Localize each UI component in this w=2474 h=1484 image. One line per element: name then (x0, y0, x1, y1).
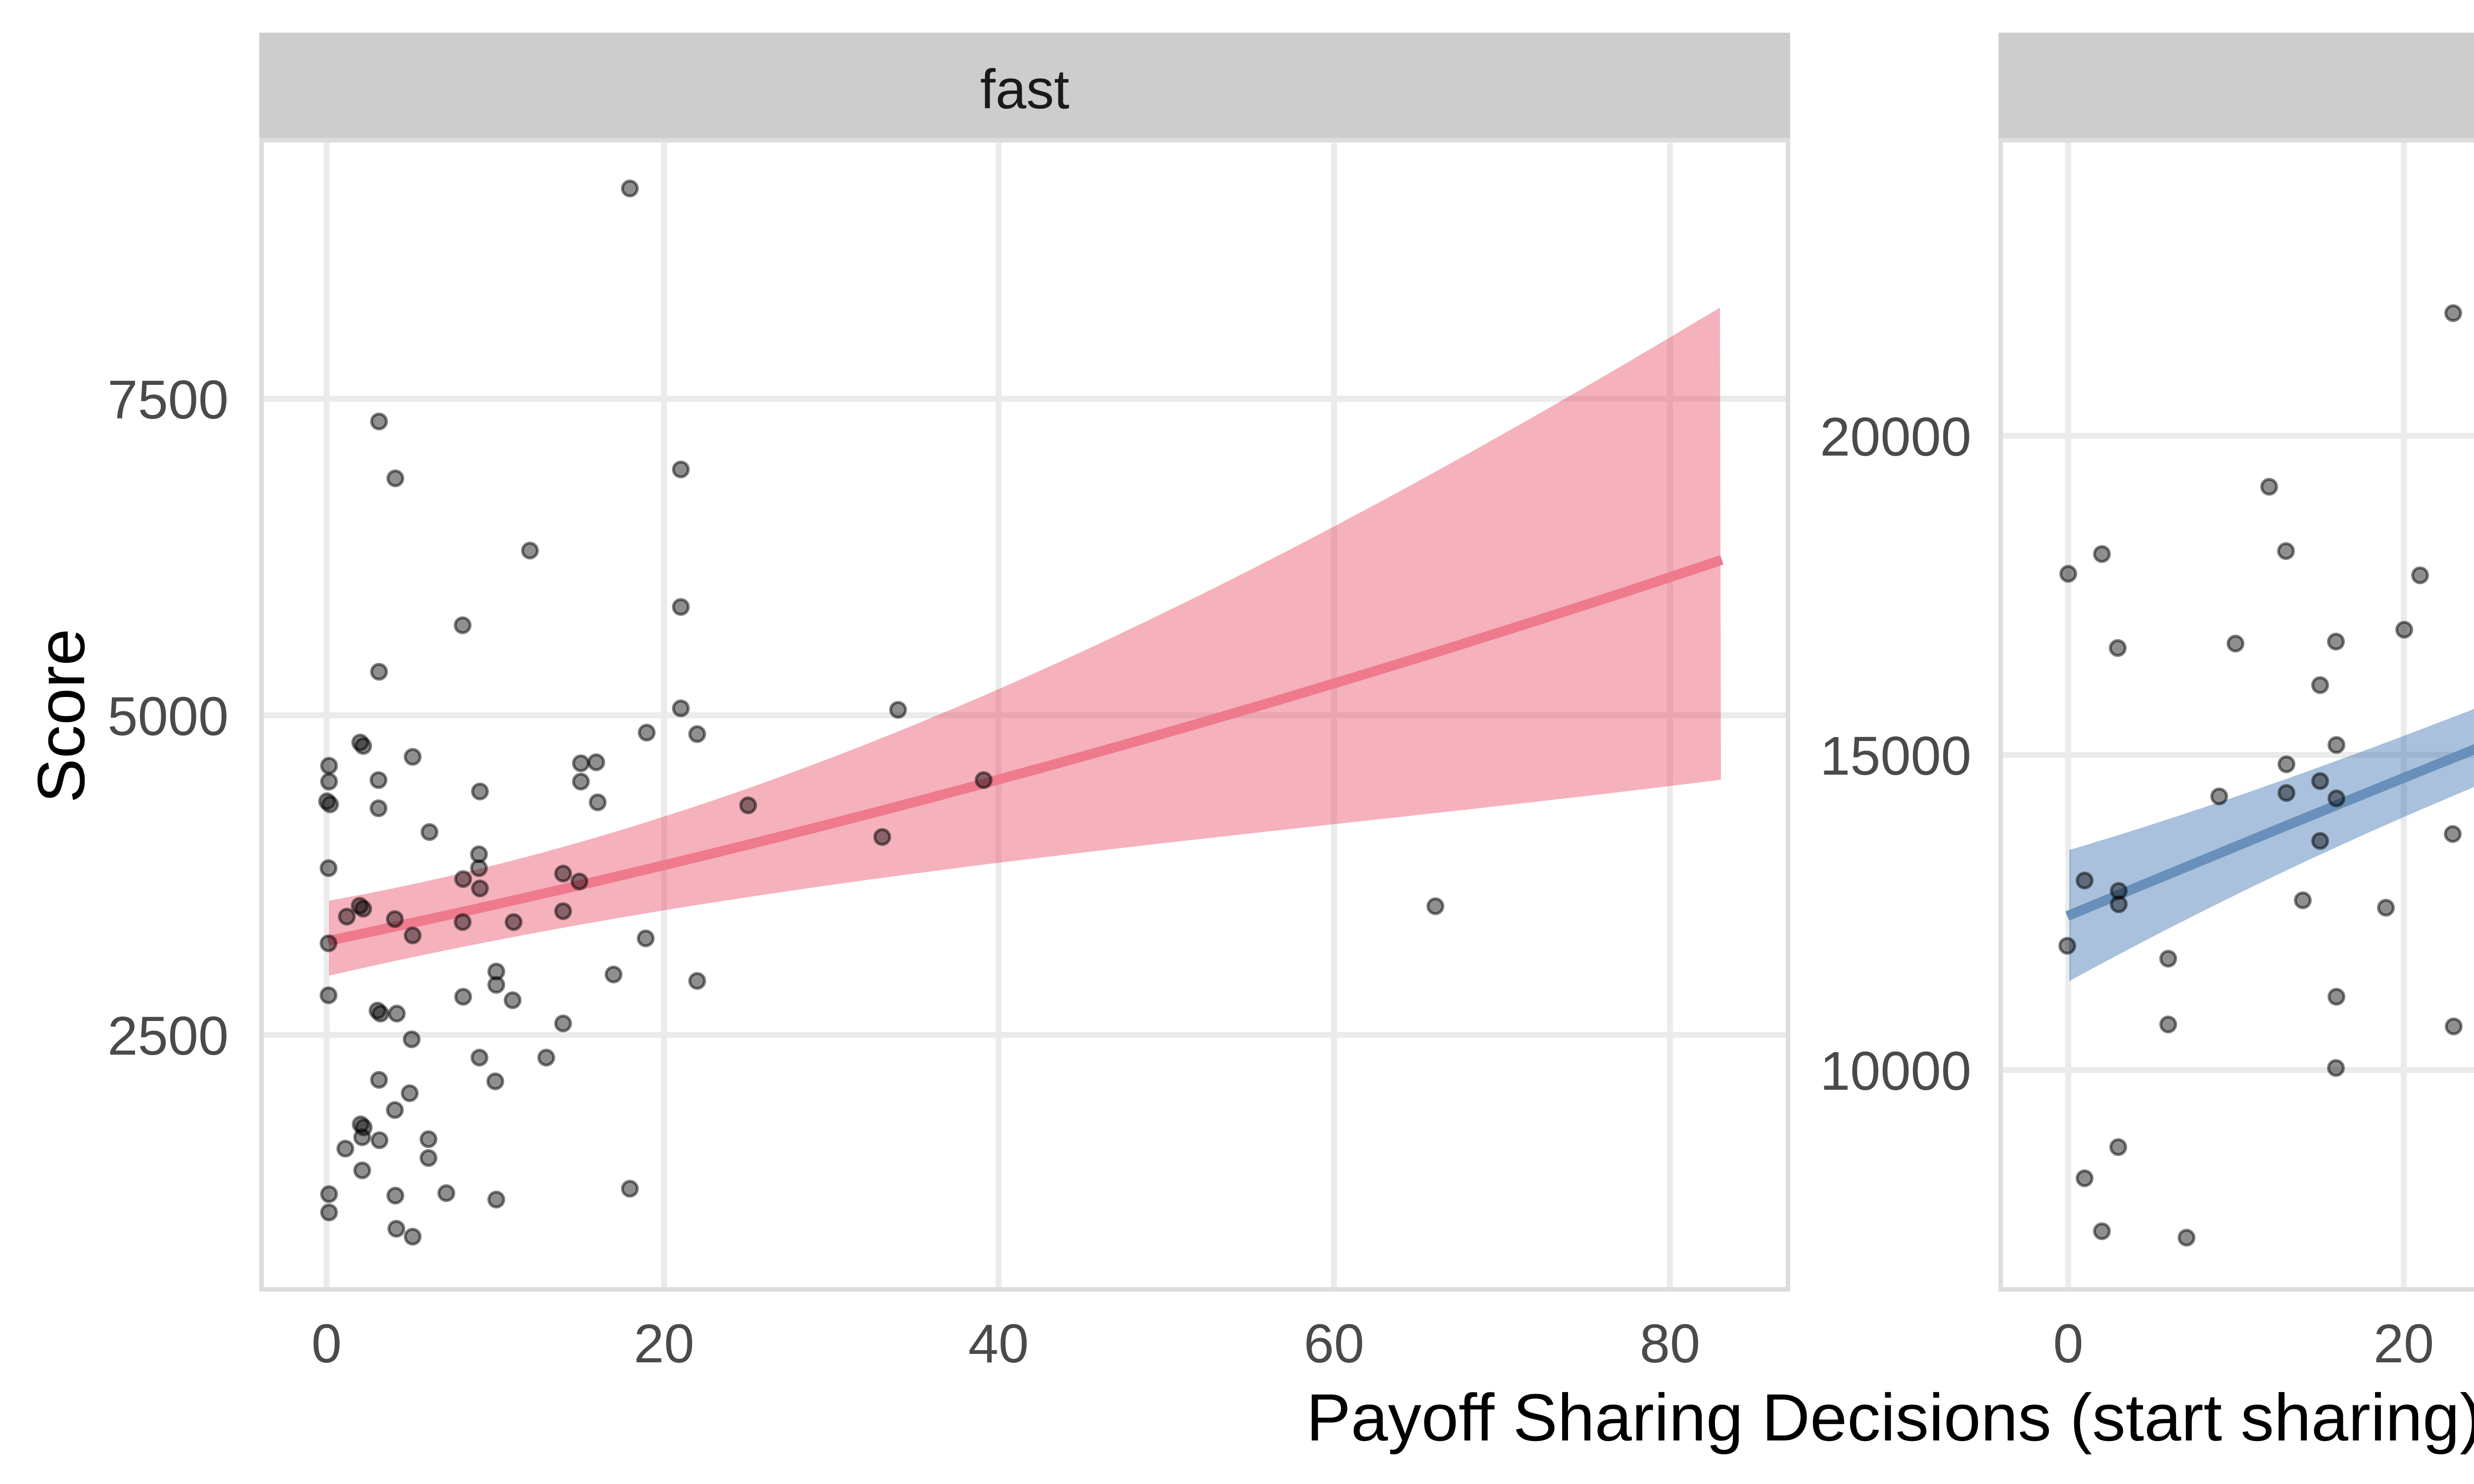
svg-text:10000: 10000 (1820, 1041, 1971, 1102)
svg-text:2500: 2500 (107, 1006, 229, 1067)
svg-text:7500: 7500 (107, 370, 229, 430)
svg-text:20: 20 (2374, 1313, 2434, 1374)
svg-text:0: 0 (2053, 1313, 2083, 1374)
svg-text:60: 60 (1304, 1313, 1364, 1374)
svg-text:20000: 20000 (1820, 407, 1971, 467)
svg-text:80: 80 (1640, 1313, 1700, 1374)
svg-text:0: 0 (311, 1313, 341, 1374)
svg-text:Payoff Sharing Decisions (star: Payoff Sharing Decisions (start sharing) (1306, 1380, 2474, 1455)
svg-text:Score: Score (24, 629, 98, 803)
svg-text:15000: 15000 (1820, 726, 1971, 787)
svg-text:40: 40 (968, 1313, 1029, 1374)
svg-text:5000: 5000 (107, 686, 229, 747)
svg-text:fast: fast (980, 58, 1070, 120)
svg-text:20: 20 (634, 1313, 694, 1374)
